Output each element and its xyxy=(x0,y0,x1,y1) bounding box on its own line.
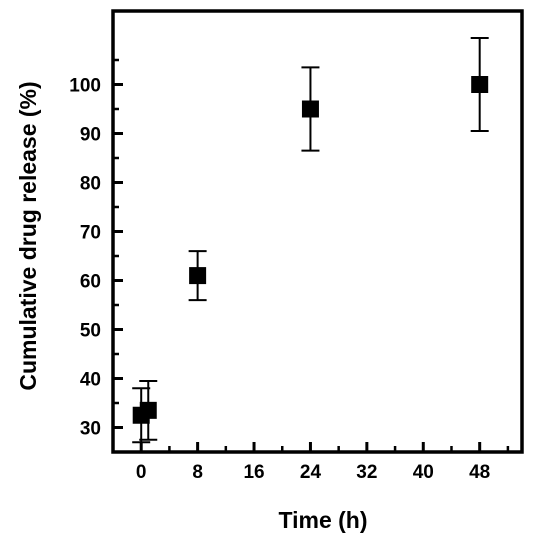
data-point xyxy=(471,76,489,93)
y-tick-label: 70 xyxy=(80,223,101,244)
x-axis-title: Time (h) xyxy=(278,507,367,533)
x-tick-label: 32 xyxy=(356,462,377,483)
plot-frame xyxy=(111,9,524,454)
data-point xyxy=(139,401,157,419)
x-tick-label: 8 xyxy=(192,462,203,483)
y-tick-label: 30 xyxy=(80,419,101,440)
y-axis-title: Cumulative drug release (%) xyxy=(15,81,41,390)
y-tick-label: 40 xyxy=(80,370,101,391)
x-tick-label: 24 xyxy=(300,462,322,483)
data-point xyxy=(189,267,207,285)
data-point xyxy=(301,100,319,118)
y-tick-label: 100 xyxy=(69,76,101,97)
x-tick-label: 48 xyxy=(469,462,490,483)
x-tick-label: 40 xyxy=(413,462,434,483)
x-tick-label: 0 xyxy=(136,462,147,483)
y-tick-label: 80 xyxy=(80,174,101,195)
plot-area: 0 8 16 24 32 40 48 30 40 50 60 70 80 90 100 xyxy=(69,9,524,483)
y-tick-label: 50 xyxy=(80,321,101,342)
y-tick-label: 90 xyxy=(80,125,101,146)
x-tick-label: 16 xyxy=(243,462,264,483)
y-tick-label: 60 xyxy=(80,272,101,293)
